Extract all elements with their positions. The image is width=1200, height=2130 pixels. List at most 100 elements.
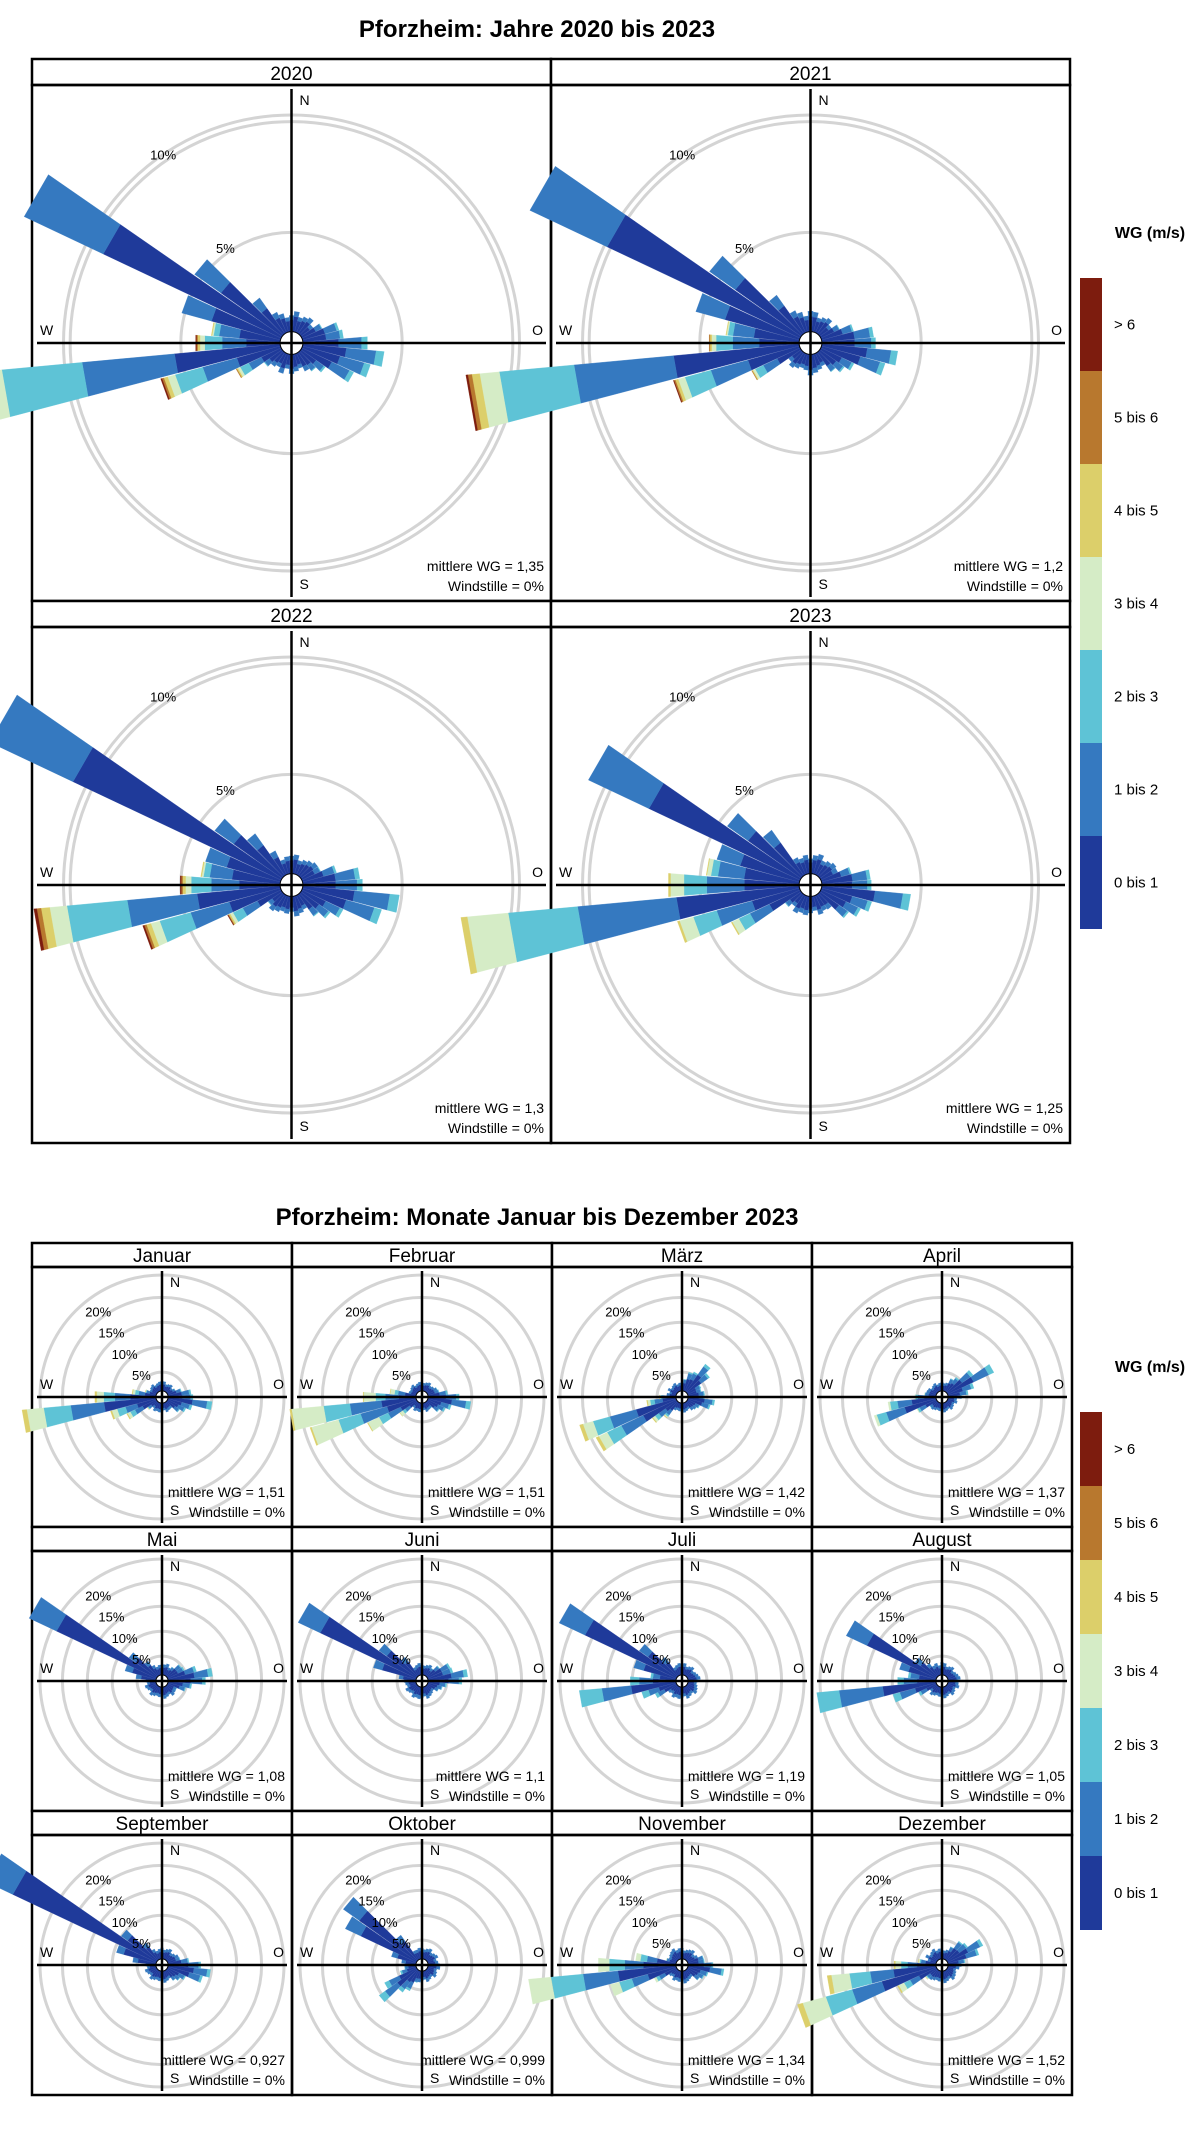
rose-bar <box>677 1663 681 1668</box>
rose-bar <box>789 310 799 319</box>
rose-bar <box>695 293 731 320</box>
rose-bar <box>937 1948 941 1953</box>
rose-bar <box>550 1974 587 1999</box>
rose-bar <box>433 1958 437 1962</box>
rose-bar <box>427 1975 432 1980</box>
rose-bar <box>449 1667 454 1674</box>
rose-bar <box>268 903 277 912</box>
rose-bar <box>81 353 179 397</box>
rose-bar <box>465 374 478 432</box>
rose-bar <box>412 1950 417 1955</box>
rose-bar <box>429 1690 434 1695</box>
rose-bar <box>731 921 740 936</box>
rose-bar <box>428 1948 433 1954</box>
rose-bar <box>670 1689 675 1694</box>
rose-bar <box>144 1684 150 1689</box>
rose-bar <box>847 867 852 875</box>
rose-bar <box>685 1407 689 1412</box>
rose-bar <box>849 324 854 332</box>
rose-bar <box>433 1968 437 1972</box>
rose-bar <box>952 1671 957 1676</box>
rose-bar <box>683 1693 687 1697</box>
rose-bar <box>211 322 215 336</box>
rose-bar <box>824 902 832 910</box>
rose-bar <box>214 818 242 845</box>
rose-bar <box>671 1948 676 1953</box>
rose-bar <box>727 813 757 841</box>
rose-bar <box>305 860 313 868</box>
rose-bar <box>278 366 285 374</box>
legend-swatch <box>1080 1634 1102 1708</box>
ring-label: 10% <box>112 1915 138 1930</box>
rose-bar <box>685 1694 690 1699</box>
compass-north: N <box>690 1558 700 1574</box>
rose-bar <box>425 1408 429 1413</box>
compass-east: O <box>793 1944 804 1960</box>
rose-bar <box>430 1667 434 1671</box>
stat-calm: Windstille = 0% <box>969 1504 1065 1520</box>
rose-bar <box>189 1683 192 1689</box>
rose-bar <box>864 900 872 912</box>
ring-label: 5% <box>392 1368 411 1383</box>
rose-bar <box>384 1980 393 1989</box>
rose-bar <box>144 1389 147 1393</box>
rose-bar <box>437 1389 440 1393</box>
rose-bar <box>799 363 805 369</box>
rose-bar <box>178 1956 181 1961</box>
rose-bar <box>151 1664 157 1670</box>
rose-bar <box>705 1971 709 1977</box>
months-section-title: Pforzheim: Monate Januar bis Dezember 20… <box>276 1204 799 1231</box>
stat-calm: Windstille = 0% <box>189 1504 285 1520</box>
rose-bar <box>507 906 585 963</box>
rose-bar <box>579 1423 589 1442</box>
rose-bar <box>683 1379 687 1381</box>
compass-south: S <box>170 1786 179 1802</box>
rose-bar <box>146 1407 150 1410</box>
rose-bar <box>689 1406 694 1411</box>
rose-bar <box>171 1953 176 1958</box>
rose-bar <box>297 907 304 914</box>
rose-bar <box>157 1693 161 1698</box>
rose-bar <box>126 1413 131 1420</box>
ring-label: 10% <box>150 147 176 162</box>
rose-bar <box>338 329 344 339</box>
rose-bar <box>685 1949 689 1954</box>
rose-bar <box>152 1976 157 1981</box>
rose-bar <box>892 1692 903 1703</box>
rose-bar <box>683 1409 687 1413</box>
rose-bar <box>155 1383 160 1387</box>
rose-bar <box>929 1405 932 1408</box>
compass-west: W <box>820 1376 834 1392</box>
rose-bar <box>499 364 581 423</box>
rose-bar <box>692 1671 697 1676</box>
rose-bar <box>414 1664 419 1669</box>
rose-bar <box>696 1676 701 1680</box>
panel-strip <box>290 1809 554 1837</box>
rose-bar <box>677 1978 681 1982</box>
rose-bar <box>398 1985 406 1993</box>
rose-bar <box>836 324 840 330</box>
rose-bar <box>131 1389 134 1395</box>
rose-bar <box>21 1409 31 1433</box>
rose-bar <box>149 1975 154 1980</box>
rose-bar <box>128 1652 140 1663</box>
rose-bar <box>943 1694 947 1699</box>
rose-bar <box>931 1948 936 1954</box>
ring-label: 20% <box>865 1873 891 1888</box>
rose-bar <box>701 1974 705 1980</box>
rose-bar <box>343 1896 368 1921</box>
rose-bar <box>817 853 825 861</box>
rose-bar <box>703 1363 711 1371</box>
rose-bar <box>235 368 242 379</box>
rose-bar <box>918 1690 923 1696</box>
rose-bar <box>441 1407 446 1412</box>
rose: 5% 10% <box>0 113 521 573</box>
panel-strip-label: Oktober <box>388 1814 456 1835</box>
rose-bar <box>675 1949 679 1954</box>
rose-bar <box>682 1950 686 1954</box>
rose-bar <box>945 1382 949 1387</box>
rose-bar <box>432 1973 437 1978</box>
rose-bar <box>701 1955 704 1960</box>
